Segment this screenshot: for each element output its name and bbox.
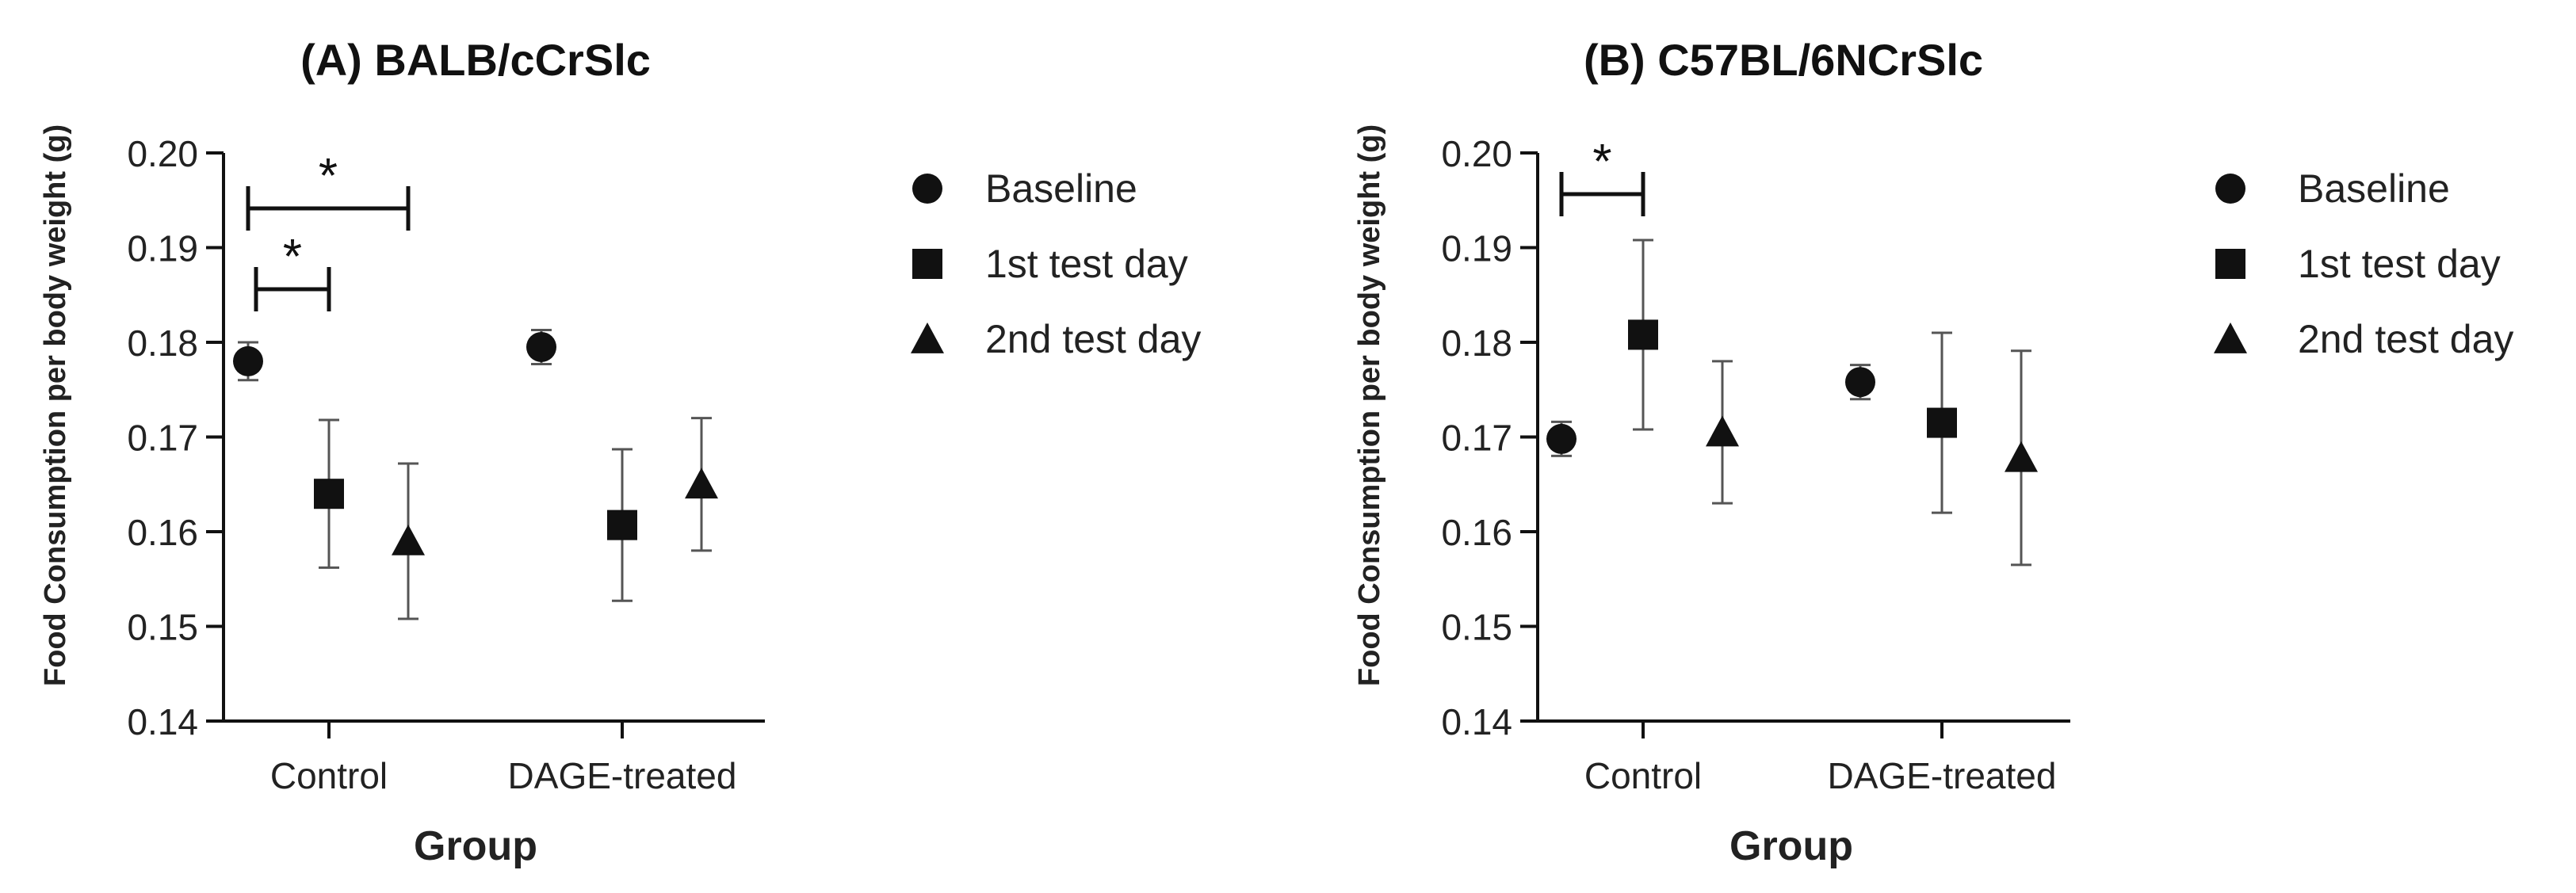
data-point-triangle <box>685 467 718 499</box>
y-tick-label: 0.17 <box>127 418 198 459</box>
data-point-triangle <box>2005 441 2038 472</box>
x-tick-label: DAGE-treated <box>1828 755 2057 796</box>
significance-star: * <box>319 149 338 204</box>
y-tick-label: 0.19 <box>127 228 198 269</box>
y-tick-label: 0.15 <box>1441 607 1512 648</box>
y-tick-label: 0.20 <box>127 133 198 174</box>
legend-marker-triangle <box>2214 322 2247 353</box>
x-axis-label: Group <box>1729 823 1853 869</box>
y-tick-label: 0.20 <box>1441 133 1512 174</box>
data-point-circle <box>1546 423 1577 454</box>
chart-title: (A) BALB/cCrSlc <box>300 35 651 85</box>
legend-marker-circle <box>2215 174 2245 204</box>
data-point-square <box>314 479 344 509</box>
data-point-circle <box>526 331 556 362</box>
data-point-square <box>1927 407 1957 438</box>
y-tick-label: 0.18 <box>1441 322 1512 364</box>
y-axis-label: Food Consumption per body weight (g) <box>39 124 72 686</box>
chart-panel-b: (B) C57BL/6NCrSlc 0.14 0.15 0.16 0.17 0.18 0.1… <box>1353 35 2513 869</box>
legend-label: 1st test day <box>2298 242 2501 286</box>
legend-marker-triangle <box>911 322 944 353</box>
legend-label: Baseline <box>985 166 1137 211</box>
y-tick-label: 0.16 <box>1441 512 1512 553</box>
x-tick-label: Control <box>270 755 388 796</box>
data-point-triangle <box>392 524 425 555</box>
y-tick-label: 0.16 <box>127 512 198 553</box>
chart-title: (B) C57BL/6NCrSlc <box>1584 35 1983 85</box>
data-point-circle <box>1845 367 1875 398</box>
x-tick-label: DAGE-treated <box>508 755 737 796</box>
legend-label: 2nd test day <box>985 317 1201 361</box>
legend-label: 2nd test day <box>2298 317 2513 361</box>
y-tick-label: 0.14 <box>1441 701 1512 742</box>
y-tick-label: 0.15 <box>127 607 198 648</box>
legend-label: Baseline <box>2298 166 2450 211</box>
significance-star: * <box>1592 135 1611 189</box>
x-tick-label: Control <box>1584 755 1702 796</box>
data-point-square <box>1628 319 1658 350</box>
y-tick-label: 0.17 <box>1441 418 1512 459</box>
significance-star: * <box>283 230 302 284</box>
legend-marker-circle <box>912 174 942 204</box>
data-point-square <box>607 509 637 540</box>
y-axis-label: Food Consumption per body weight (g) <box>1353 124 1386 686</box>
x-axis-label: Group <box>414 823 537 869</box>
data-point-triangle <box>1706 415 1739 447</box>
data-point-circle <box>233 345 263 376</box>
y-tick-label: 0.19 <box>1441 228 1512 269</box>
legend-marker-square <box>912 249 942 279</box>
legend-marker-square <box>2215 249 2245 279</box>
y-tick-label: 0.14 <box>127 701 198 742</box>
legend-label: 1st test day <box>985 242 1188 286</box>
chart-panel-a: (A) BALB/cCrSlc 0.14 0.15 0.16 0.17 0.18 0.19 0… <box>39 35 1201 869</box>
y-tick-label: 0.18 <box>127 322 198 364</box>
